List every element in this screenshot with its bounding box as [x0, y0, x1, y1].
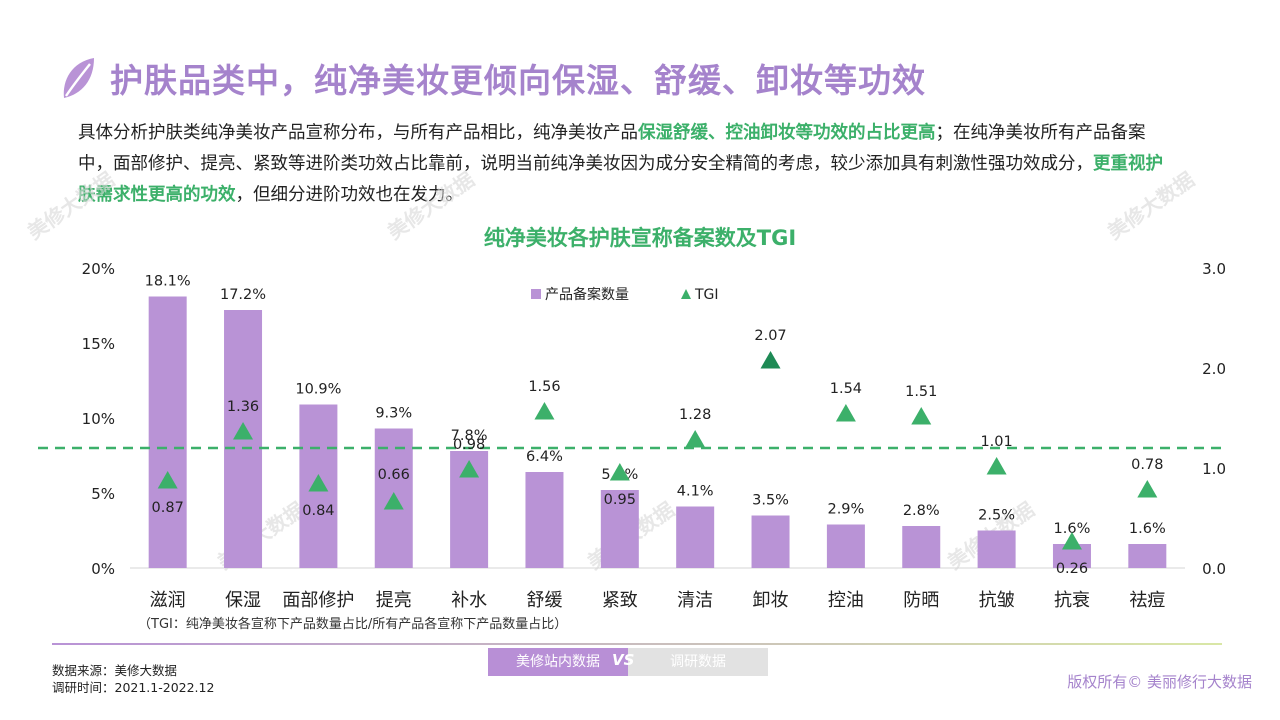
chart-title: 纯净美妆各护肤宣称备案数及TGI: [483, 226, 797, 250]
x-tick-label: 提亮: [376, 590, 412, 611]
bar-value-label: 18.1%: [145, 274, 191, 290]
bar-value-label: 1.6%: [1054, 521, 1091, 537]
tgi-value-label: 0.26: [1056, 561, 1088, 577]
x-tick-label: 清洁: [677, 590, 713, 611]
intro-highlight-2: 更重视护肤需求性更高的功效: [78, 154, 1163, 205]
bar-value-label: 6.4%: [526, 449, 563, 465]
tgi-value-label: 0.95: [604, 492, 636, 508]
tgi-value-label: 0.98: [453, 437, 485, 453]
intro-highlight-1: 保湿舒缓、控油卸妆等功效的占比更高: [638, 123, 936, 143]
tgi-marker: [835, 404, 856, 422]
x-tick-label: 祛痘: [1129, 590, 1165, 611]
y-left-tick-label: 10%: [82, 410, 115, 428]
tgi-marker: [911, 407, 932, 425]
y-left-tick-label: 0%: [91, 560, 115, 578]
tgi-value-label: 1.36: [227, 399, 259, 415]
tgi-value-label: 1.54: [830, 381, 862, 397]
tgi-marker: [986, 457, 1007, 475]
survey-period: 调研时间：2021.1-2022.12: [52, 680, 215, 695]
bar: [148, 296, 187, 568]
legend-tgi-label: TGI: [694, 287, 719, 303]
copyright: 版权所有© 美丽修行大数据: [1067, 673, 1252, 691]
x-tick-label: 舒缓: [526, 590, 562, 611]
x-tick-label: 卸妆: [753, 590, 789, 611]
tgi-value-label: 0.66: [378, 467, 410, 483]
bar-value-label: 2.5%: [978, 508, 1015, 524]
y-right-tick-label: 2.0: [1202, 360, 1226, 378]
tgi-value-label: 1.28: [679, 407, 711, 423]
bar: [676, 506, 715, 568]
tgi-value-label: 1.56: [528, 379, 560, 395]
tgi-marker: [685, 430, 706, 448]
intro-paragraph: 具体分析护肤类纯净美妆产品宣称分布，与所有产品相比，纯净美妆产品保湿舒缓、控油卸…: [78, 118, 1170, 211]
y-left-tick-label: 20%: [82, 260, 115, 278]
x-tick-label: 补水: [451, 590, 487, 611]
tgi-marker: [383, 492, 404, 510]
x-tick-label: 抗衰: [1054, 590, 1090, 611]
footer-divider: [52, 643, 1222, 645]
bar-value-label: 17.2%: [220, 287, 266, 303]
page-title: 护肤品类中，纯净美妆更倾向保湿、舒缓、卸妆等功效: [110, 61, 926, 100]
bar: [1128, 544, 1167, 568]
bar-value-label: 1.6%: [1129, 521, 1166, 537]
tgi-marker: [157, 471, 178, 489]
tgi-marker: [1137, 480, 1158, 498]
x-tick-label: 抗皱: [979, 590, 1015, 611]
bar: [751, 515, 790, 568]
bar-value-label: 7.8%: [451, 428, 488, 444]
leaf-icon: [63, 58, 94, 98]
tgi-marker: [233, 422, 254, 440]
bar: [826, 524, 865, 568]
bar-value-label: 9.3%: [375, 406, 412, 422]
bar-value-label: 2.8%: [903, 503, 940, 519]
x-tick-label: 紧致: [602, 590, 638, 611]
tgi-marker: [760, 351, 781, 369]
intro-text-3: ，但细分进阶功效也在发力。: [235, 185, 464, 205]
bar: [600, 490, 639, 568]
bar-value-label: 4.1%: [677, 484, 714, 500]
y-right-tick-label: 0.0: [1202, 560, 1226, 578]
tag-vs: VS: [612, 651, 635, 669]
bar: [525, 472, 564, 568]
tgi-value-label: 1.01: [980, 434, 1012, 450]
intro-text-2: ；在纯净美妆所有产品备案中，面部修护、提亮、紧致等进阶类功效占比靠前，说明当前纯…: [78, 123, 1146, 174]
bar-value-label: 10.9%: [295, 382, 341, 398]
legend-bar-swatch: [531, 289, 541, 299]
tag-survey-data: 调研数据: [628, 648, 768, 676]
tag-site-data: 美修站内数据: [488, 648, 628, 676]
tgi-value-label: 0.87: [152, 500, 184, 516]
y-right-tick-label: 3.0: [1202, 260, 1226, 278]
x-tick-label: 滋润: [150, 590, 186, 611]
tgi-note: （TGI：纯净美妆各宣称下产品数量占比/所有产品各宣称下产品数量占比）: [138, 617, 568, 632]
x-tick-label: 保湿: [225, 590, 261, 611]
x-tick-label: 面部修护: [282, 590, 354, 611]
tgi-marker: [1061, 532, 1082, 550]
tgi-value-label: 0.84: [302, 503, 334, 519]
tgi-value-label: 0.78: [1131, 457, 1163, 473]
x-tick-label: 防晒: [903, 590, 939, 611]
data-source: 数据来源：美修大数据: [52, 663, 178, 678]
intro-text-1: 具体分析护肤类纯净美妆产品宣称分布，与所有产品相比，纯净美妆产品: [78, 123, 638, 143]
legend-bar-label: 产品备案数量: [545, 286, 629, 303]
tgi-value-label: 2.07: [754, 328, 786, 344]
title-row: 护肤品类中，纯净美妆更倾向保湿、舒缓、卸妆等功效: [58, 50, 926, 106]
y-left-tick-label: 15%: [82, 335, 115, 353]
y-left-tick-label: 5%: [91, 485, 115, 503]
tgi-marker: [459, 460, 480, 478]
y-right-tick-label: 1.0: [1202, 460, 1226, 478]
bar-value-label: 3.5%: [752, 493, 789, 509]
tgi-marker: [609, 463, 630, 481]
tgi-value-label: 1.51: [905, 384, 937, 400]
tgi-marker: [308, 474, 329, 492]
bar-value-label: 2.9%: [827, 502, 864, 518]
tgi-marker: [534, 402, 555, 420]
x-tick-label: 控油: [828, 590, 864, 611]
bar: [902, 526, 941, 568]
bar: [977, 530, 1016, 568]
legend-tgi-swatch: [681, 289, 691, 299]
